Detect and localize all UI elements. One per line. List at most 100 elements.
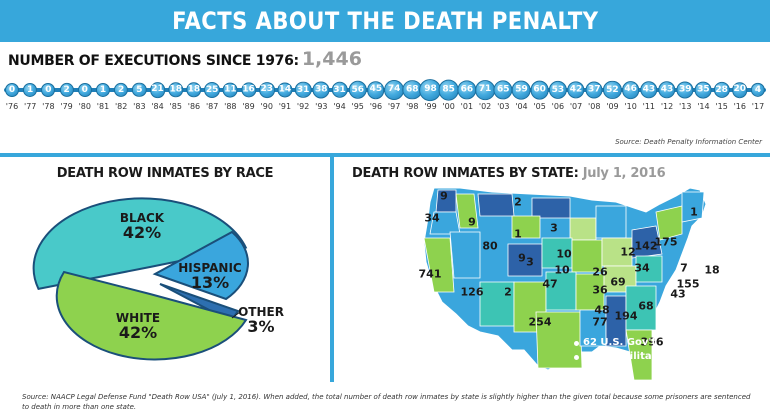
race-pct-white: 42% bbox=[118, 322, 158, 342]
execution-bead: 2 bbox=[114, 82, 129, 98]
legend-dot-icon bbox=[574, 340, 579, 346]
year-label: '79 bbox=[60, 102, 73, 111]
year-label: '11 bbox=[642, 102, 656, 111]
state-count-label: 1 bbox=[690, 205, 698, 219]
state-region bbox=[625, 329, 653, 381]
state-region bbox=[571, 239, 603, 273]
execution-bead: 18 bbox=[186, 82, 202, 98]
execution-bead: 14 bbox=[277, 82, 293, 98]
state-region bbox=[605, 295, 627, 347]
year-label: '01 bbox=[460, 102, 474, 111]
state-count-label: 43 bbox=[670, 287, 686, 301]
state-count-label: 10 bbox=[556, 247, 572, 261]
race-label-other: OTHER 3% bbox=[236, 306, 286, 335]
year-label: '95 bbox=[351, 102, 364, 111]
race-name-white: WHITE bbox=[115, 311, 161, 325]
state-count-label: 2 bbox=[504, 285, 512, 299]
execution-bead: 43 bbox=[640, 81, 658, 99]
year-label: '91 bbox=[278, 102, 292, 111]
page-title: FACTS ABOUT THE DEATH PENALTY bbox=[171, 7, 599, 35]
state-count-label: 34 bbox=[424, 211, 440, 225]
execution-bead: 38 bbox=[312, 81, 330, 99]
legend-item-us-gov: 62 U.S. Gov't bbox=[574, 336, 663, 350]
execution-bead: 18 bbox=[168, 82, 184, 98]
us-state-map: 9 2 1 34 9 1 3 80 9 10 3 10 741 26 12 142 175 34 7 18 126 2 47… bbox=[418, 182, 730, 382]
vertical-divider bbox=[330, 157, 334, 382]
execution-bead: 59 bbox=[512, 80, 531, 100]
executions-label: NUMBER OF EXECUTIONS SINCE 1976: bbox=[8, 53, 299, 69]
race-pct-hispanic: 13% bbox=[190, 272, 230, 292]
federal-legend: 62 U.S. Gov't 6 U.S. Military bbox=[574, 336, 663, 364]
execution-bead: 23 bbox=[258, 82, 275, 98]
year-label: '12 bbox=[660, 102, 674, 111]
execution-bead: 53 bbox=[548, 80, 567, 100]
year-label: '94 bbox=[333, 102, 346, 111]
year-label: '96 bbox=[369, 102, 383, 111]
year-label: '83 bbox=[133, 102, 146, 111]
state-count-label: 9 bbox=[440, 189, 448, 203]
pie-slice-white bbox=[55, 270, 248, 361]
state-map-title-text: DEATH ROW INMATES BY STATE: bbox=[352, 166, 579, 181]
execution-bead: 35 bbox=[695, 81, 712, 99]
execution-bead: 46 bbox=[621, 81, 640, 99]
state-region bbox=[511, 215, 541, 239]
year-label: '78 bbox=[42, 102, 55, 111]
race-label-hispanic: HISPANIC 13% bbox=[178, 262, 242, 291]
state-map-date: July 1, 2016 bbox=[582, 166, 666, 181]
year-label: '02 bbox=[478, 102, 492, 111]
state-count-label: 69 bbox=[610, 275, 626, 289]
execution-bead: 4 bbox=[750, 82, 766, 98]
state-count-label: 254 bbox=[528, 315, 552, 329]
execution-bead: 71 bbox=[475, 80, 495, 100]
year-label: '13 bbox=[679, 102, 692, 111]
year-label: '82 bbox=[114, 102, 128, 111]
execution-bead: 11 bbox=[222, 82, 238, 98]
state-count-label: 36 bbox=[592, 283, 608, 297]
year-label: '87 bbox=[205, 102, 219, 111]
year-label: '00 bbox=[442, 102, 455, 111]
execution-bead: 1 bbox=[95, 82, 111, 98]
year-label: '80 bbox=[78, 102, 91, 111]
year-label: '14 bbox=[697, 102, 710, 111]
state-region bbox=[595, 205, 627, 239]
state-count-label: 47 bbox=[542, 277, 558, 291]
race-pct-other: 3% bbox=[247, 316, 275, 336]
race-name-other: OTHER bbox=[238, 305, 284, 319]
year-label: '03 bbox=[497, 102, 510, 111]
year-label: '98 bbox=[406, 102, 419, 111]
state-count-label: 68 bbox=[638, 299, 654, 313]
execution-bead: 66 bbox=[457, 80, 477, 100]
state-count-label: 741 bbox=[418, 267, 442, 281]
state-count-label: 3 bbox=[526, 255, 534, 269]
year-label: '76 bbox=[5, 102, 19, 111]
year-axis: '76 '77 '78 '79 '80 '81 '82 '83 '84 '85 '86 '87 '88 '… bbox=[4, 102, 766, 116]
state-count-label: 34 bbox=[634, 261, 650, 275]
year-label: '05 bbox=[533, 102, 546, 111]
state-count-label: 9 bbox=[468, 215, 476, 229]
execution-bead: 43 bbox=[658, 81, 676, 99]
title-bar: FACTS ABOUT THE DEATH PENALTY bbox=[0, 0, 770, 42]
execution-bead: 5 bbox=[132, 82, 147, 98]
state-regions bbox=[423, 189, 705, 381]
state-count-label: 77 bbox=[592, 315, 608, 329]
execution-bead: 60 bbox=[530, 80, 550, 100]
execution-bead: 20 bbox=[732, 82, 748, 98]
year-label: '10 bbox=[624, 102, 637, 111]
state-count-label: 48 bbox=[594, 303, 610, 317]
execution-bead: 16 bbox=[240, 82, 257, 98]
state-count-label: 10 bbox=[554, 263, 570, 277]
state-count-label: 126 bbox=[460, 285, 484, 299]
execution-bead: 2 bbox=[59, 82, 74, 98]
year-label: '06 bbox=[551, 102, 565, 111]
pie-slice-hispanic bbox=[152, 230, 249, 301]
year-label: '85 bbox=[169, 102, 182, 111]
year-label: '81 bbox=[96, 102, 110, 111]
year-label: '09 bbox=[606, 102, 619, 111]
state-region bbox=[449, 231, 481, 279]
state-region bbox=[477, 193, 515, 217]
legend-us-military-label: 6 U.S. Military bbox=[583, 351, 664, 362]
execution-bead: 85 bbox=[438, 79, 460, 101]
execution-bead: 0 bbox=[41, 83, 56, 97]
state-map-title: DEATH ROW INMATES BY STATE: July 1, 2016 bbox=[352, 166, 666, 181]
year-label: '84 bbox=[151, 102, 164, 111]
